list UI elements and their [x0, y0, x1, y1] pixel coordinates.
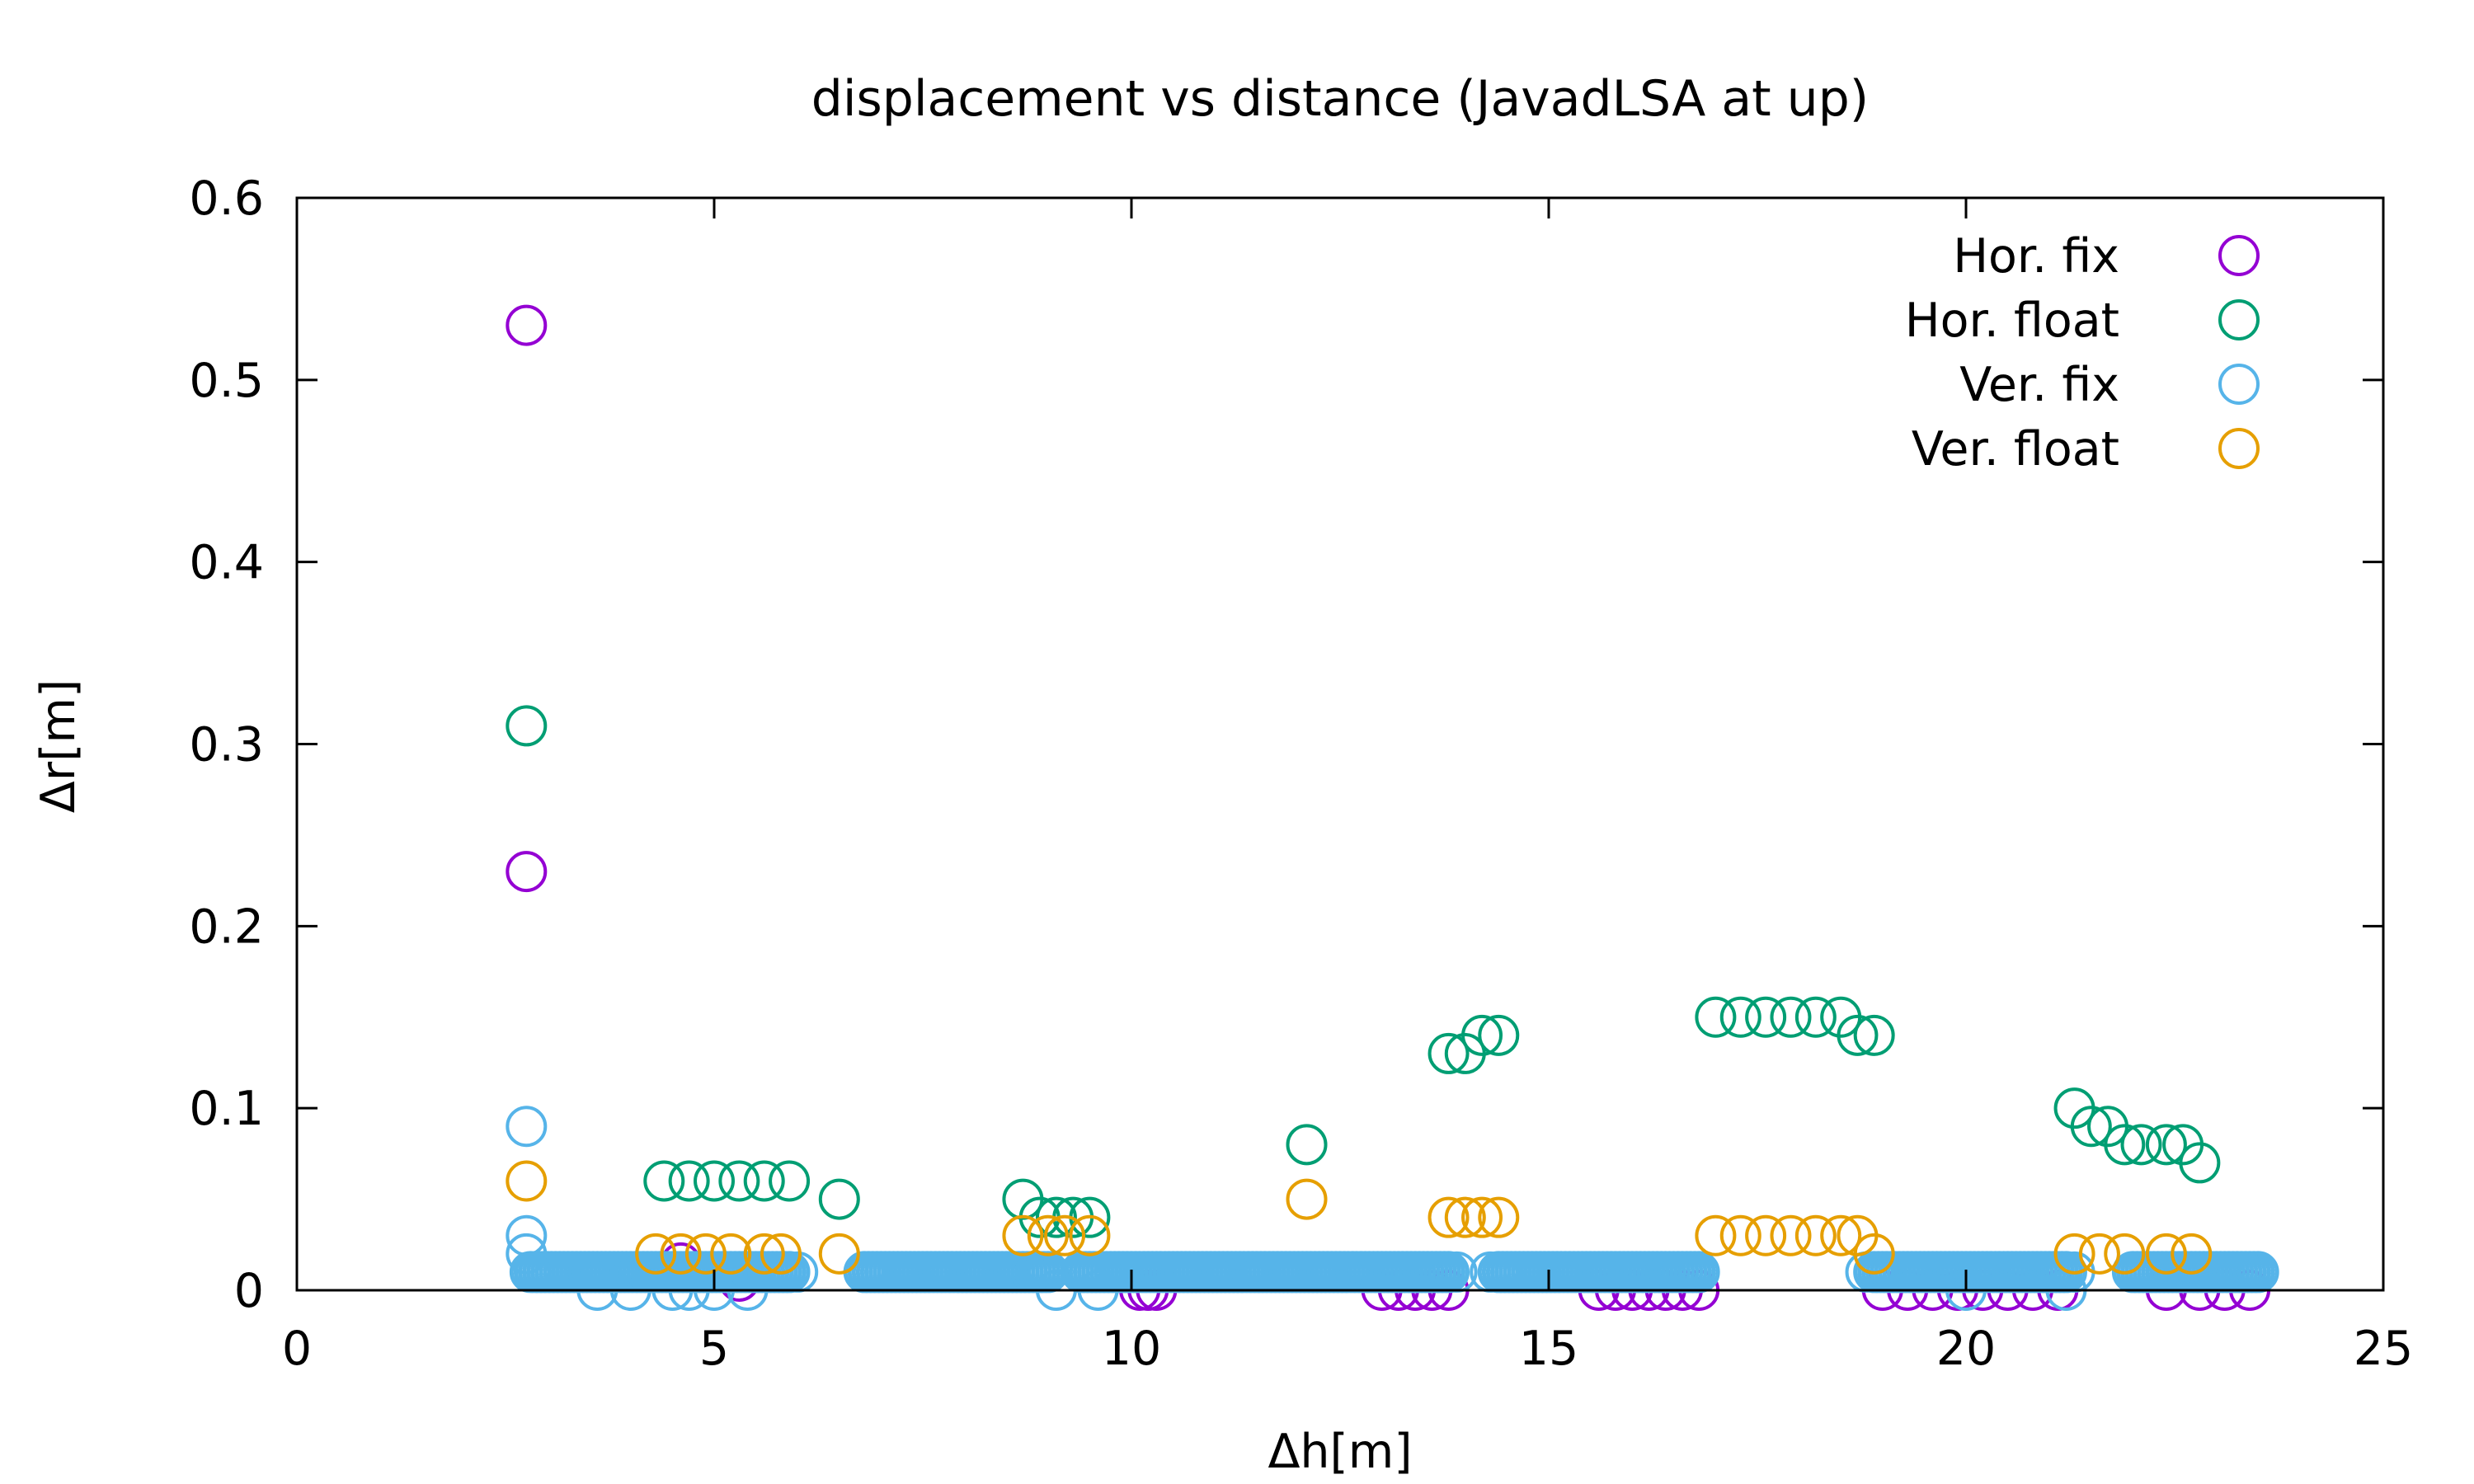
data-point [635, 1233, 677, 1275]
y-tick-label: 0 [234, 1264, 264, 1318]
data-point [506, 304, 548, 346]
data-point [1853, 1014, 1895, 1056]
y-tick-label: 0.1 [189, 1082, 264, 1136]
data-point [1461, 1014, 1503, 1056]
data-point [1719, 996, 1761, 1038]
x-tick-label: 15 [1519, 1322, 1579, 1376]
data-point [1794, 996, 1837, 1038]
legend-marker [2218, 235, 2260, 276]
data-point [506, 1160, 548, 1202]
legend-marker [2218, 364, 2260, 405]
y-axis-label: Δr[m] [31, 679, 86, 813]
series-ver-float [506, 1160, 2213, 1275]
legend-marker [2218, 428, 2260, 469]
legend: Hor. fix Hor. float Ver. fix Ver. float [1905, 229, 2260, 477]
data-point [1286, 1124, 1328, 1166]
data-point [718, 1160, 760, 1202]
data-point [2104, 1233, 2146, 1275]
data-point [1794, 1214, 1837, 1256]
data-point [1461, 1196, 1503, 1238]
data-point [1478, 1014, 1520, 1056]
data-point [1853, 1233, 1895, 1275]
y-tick-label: 0.2 [189, 899, 264, 954]
data-point [1427, 1196, 1470, 1238]
legend-label: Hor. float [1905, 294, 2119, 348]
data-point [1478, 1196, 1520, 1238]
legend-label: Ver. fix [1959, 358, 2119, 412]
data-point [506, 1106, 548, 1148]
legend-label: Ver. float [1912, 422, 2119, 477]
data-point [694, 1160, 735, 1202]
x-tick-label: 10 [1102, 1322, 1162, 1376]
data-point [684, 1233, 727, 1275]
data-point [1837, 1014, 1879, 1056]
data-point [2104, 1124, 2146, 1166]
x-tick-label: 0 [282, 1322, 312, 1376]
data-point [710, 1233, 752, 1275]
data-point [1745, 996, 1787, 1038]
data-point [1286, 1178, 1328, 1220]
data-point [1044, 1214, 1086, 1256]
data-point [506, 851, 548, 893]
x-tick-label: 20 [1936, 1322, 1997, 1376]
data-point [1035, 1196, 1077, 1238]
data-point [668, 1160, 710, 1202]
legend-label: Hor. fix [1953, 229, 2119, 284]
series-hor-float [506, 705, 2221, 1238]
data-point [1820, 1214, 1862, 1256]
data-point [2171, 1233, 2213, 1275]
data-point [1444, 1196, 1486, 1238]
data-point [1719, 1214, 1761, 1256]
data-point [1002, 1214, 1044, 1256]
data-point [1069, 1214, 1111, 1256]
chart-title: displacement vs distance (JavadLSA at up… [811, 70, 1869, 128]
x-tick-label: 5 [699, 1322, 729, 1376]
y-tick-label: 0.6 [189, 171, 264, 226]
axis-ticks: 0 5 10 15 20 25 0 0.1 0.2 0.3 0.4 0.5 0.6 [189, 171, 2413, 1376]
y-tick-label: 0.3 [189, 718, 264, 773]
data-point [2070, 1106, 2112, 1148]
data-point [506, 1233, 548, 1275]
data-point [2120, 1124, 2162, 1166]
y-tick-label: 0.4 [189, 536, 264, 590]
data-point [1770, 1214, 1812, 1256]
data-point [1770, 996, 1812, 1038]
x-tick-label: 25 [2354, 1322, 2414, 1376]
series-ver-fix [506, 1106, 2279, 1311]
data-point [506, 705, 548, 747]
data-point [769, 1160, 811, 1202]
data-point [1695, 1214, 1737, 1256]
data-point [2053, 1233, 2095, 1275]
data-point [2078, 1233, 2120, 1275]
data-point [1695, 996, 1737, 1038]
data-point [660, 1233, 702, 1275]
data-point [818, 1178, 860, 1220]
data-point [818, 1233, 860, 1275]
data-point [743, 1160, 785, 1202]
data-point [2145, 1124, 2187, 1166]
x-axis-label: Δh[m] [1268, 1425, 1412, 1479]
data-point [643, 1160, 685, 1202]
data-point [2145, 1233, 2187, 1275]
y-tick-label: 0.5 [189, 354, 264, 408]
data-point [2179, 1142, 2221, 1184]
data-point [1427, 1032, 1470, 1074]
data-point [1027, 1214, 1069, 1256]
data-point [1745, 1214, 1787, 1256]
legend-marker [2218, 299, 2260, 340]
data-point [743, 1233, 785, 1275]
data-point [760, 1233, 802, 1275]
